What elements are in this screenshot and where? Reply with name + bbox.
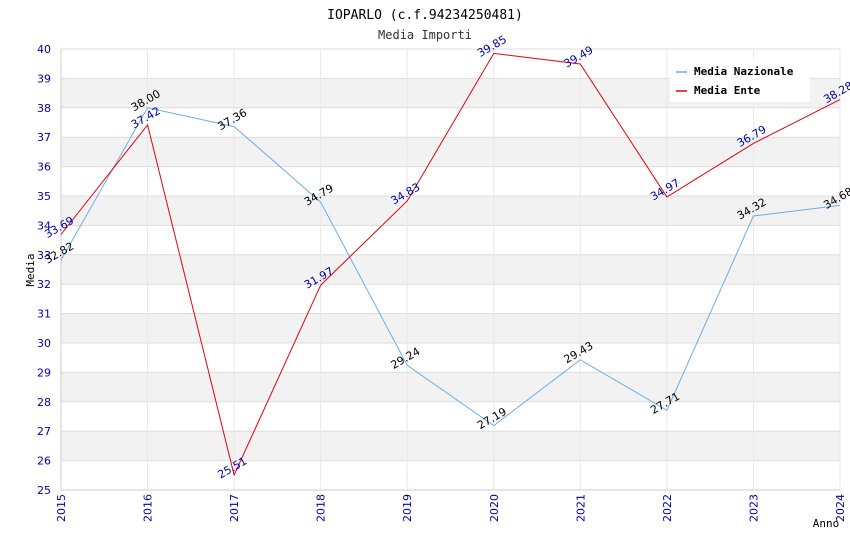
plot-band xyxy=(61,254,840,285)
chart-subtitle: Media Importi xyxy=(378,28,472,42)
y-tick-label: 30 xyxy=(37,337,51,350)
y-tick-label: 37 xyxy=(37,131,51,144)
data-label-media-nazionale: 27.19 xyxy=(475,405,509,432)
plot-band xyxy=(61,196,840,226)
y-tick-label: 31 xyxy=(37,308,51,321)
plot-bands xyxy=(61,78,840,461)
data-label-media-nazionale: 37.36 xyxy=(215,106,249,133)
y-tick-label: 38 xyxy=(37,102,51,115)
y-tick-label: 28 xyxy=(37,396,51,409)
data-label-media-nazionale: 29.24 xyxy=(389,345,423,372)
legend-label-media-ente: Media Ente xyxy=(694,84,761,97)
x-tick-label: 2023 xyxy=(747,494,760,522)
x-tick-label: 2024 xyxy=(834,494,847,522)
y-tick-label: 26 xyxy=(37,455,51,468)
x-tick-label: 2022 xyxy=(661,494,674,522)
x-tick-label: 2021 xyxy=(574,494,587,522)
x-tick-label: 2017 xyxy=(228,494,241,522)
chart-title: IOPARLO (c.f.94234250481) xyxy=(327,8,523,23)
x-tick-label: 2015 xyxy=(55,494,68,522)
plot-band xyxy=(61,313,840,343)
x-tick-label: 2018 xyxy=(315,494,328,522)
x-tick-label: 2016 xyxy=(142,494,155,522)
plot-band xyxy=(61,372,840,402)
y-tick-label: 25 xyxy=(37,484,51,497)
y-tick-label: 36 xyxy=(37,161,51,174)
gridlines xyxy=(61,48,841,491)
data-label-media-ente: 39.49 xyxy=(562,43,596,70)
y-tick-label: 29 xyxy=(37,366,51,379)
x-axis-ticks: 2015 2016 2017 2018 2019 2020 2021 2022 2023 2024 xyxy=(55,494,847,522)
data-label-media-ente: 33.69 xyxy=(42,214,76,241)
legend: Media Nazionale Media Ente xyxy=(670,60,810,102)
plot-band xyxy=(61,137,840,167)
x-tick-label: 2019 xyxy=(401,494,414,522)
series-line-media-nazionale xyxy=(60,107,841,427)
y-tick-label: 32 xyxy=(37,278,51,291)
y-tick-label: 34 xyxy=(37,219,51,232)
y-tick-label: 33 xyxy=(37,249,51,262)
x-axis-label: Anno xyxy=(813,517,840,530)
axes xyxy=(60,49,840,491)
plot-band xyxy=(61,431,840,461)
x-tick-label: 2020 xyxy=(488,494,501,522)
series-lines xyxy=(60,52,841,477)
y-tick-label: 27 xyxy=(37,425,51,438)
y-axis-label: Media xyxy=(24,253,37,286)
y-tick-label: 35 xyxy=(37,190,51,203)
y-tick-label: 39 xyxy=(37,72,51,85)
series-line-media-ente xyxy=(60,52,841,477)
legend-label-media-nazionale: Media Nazionale xyxy=(694,65,794,78)
y-axis-ticks: 25 26 27 28 29 30 31 32 33 34 35 36 37 38 39 40 xyxy=(37,43,51,497)
y-tick-label: 40 xyxy=(37,43,51,56)
legend-box xyxy=(670,60,810,102)
